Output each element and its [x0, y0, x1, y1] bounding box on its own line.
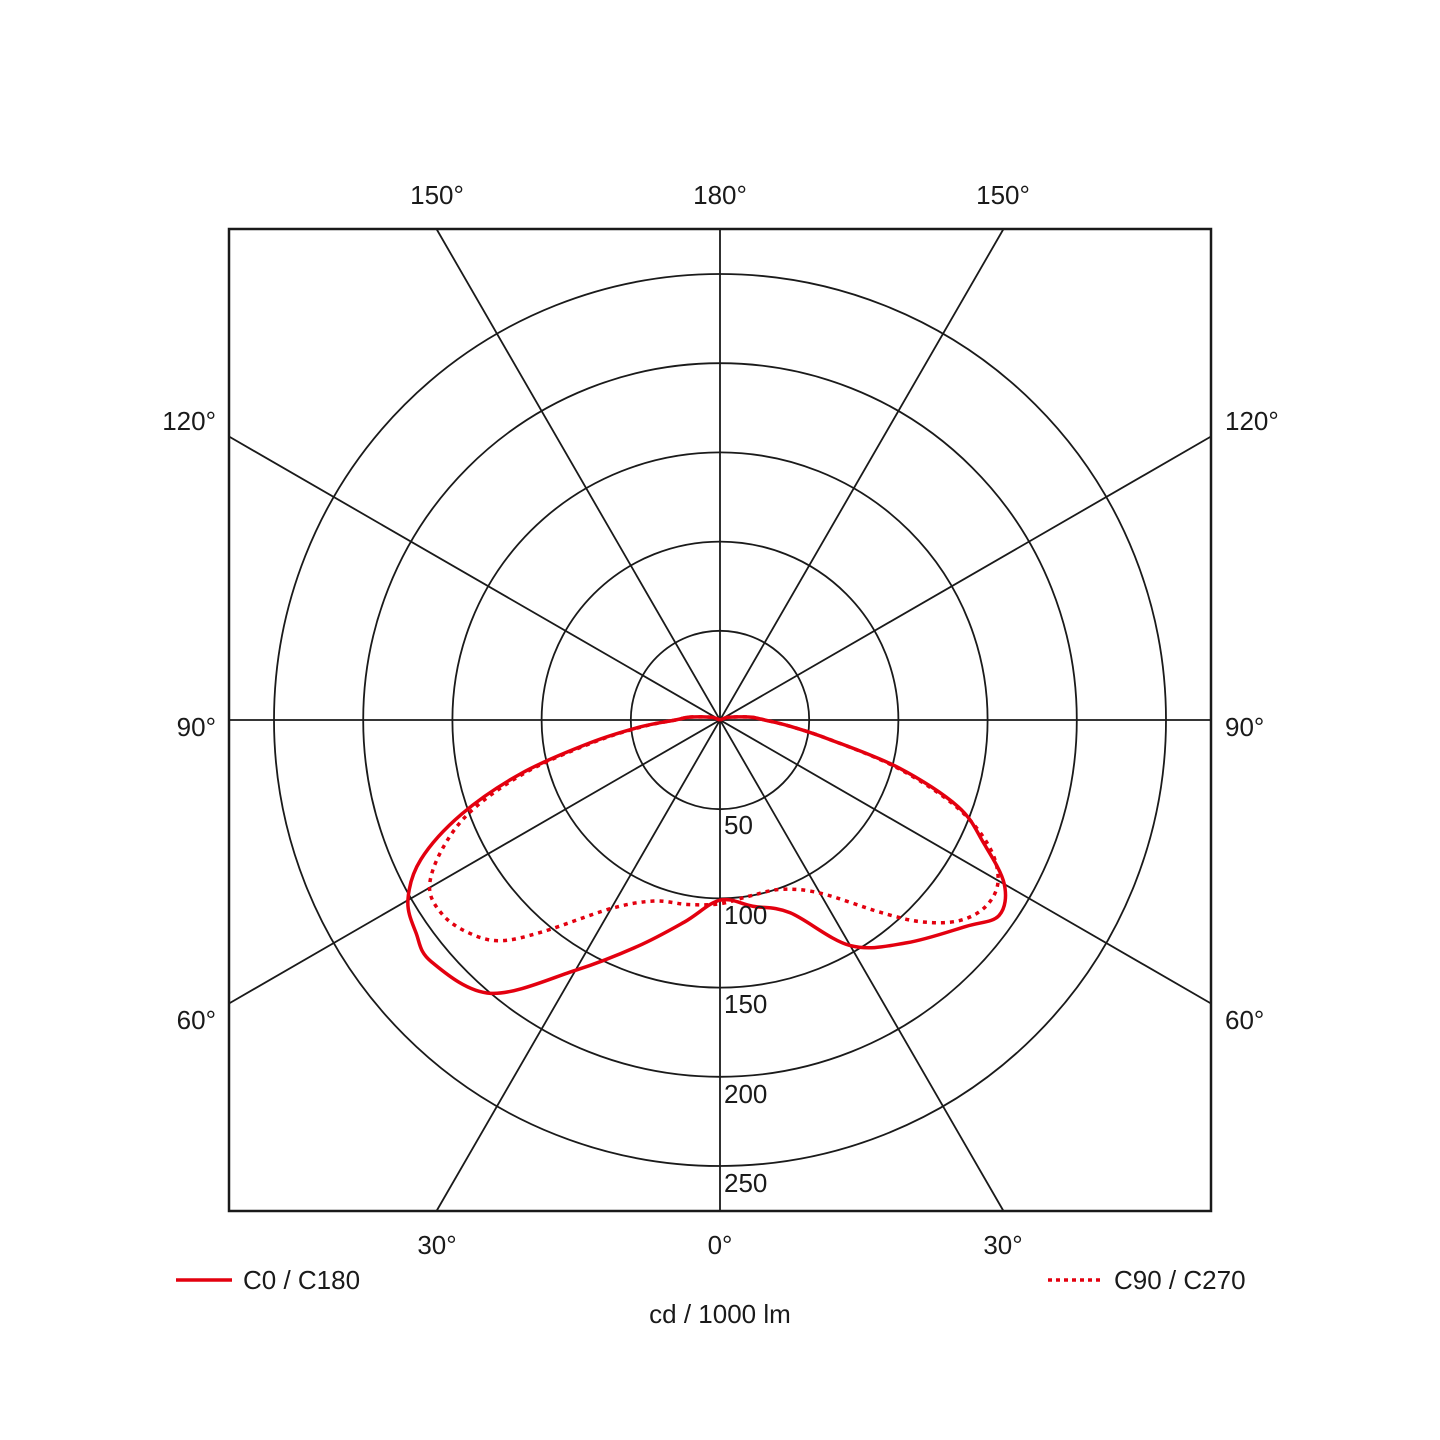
radial-tick-label: 50	[724, 810, 753, 840]
intensity-curves	[406, 715, 1008, 996]
legend-label-c0-c180: C0 / C180	[243, 1265, 360, 1295]
angle-label-left-60: 60°	[177, 1005, 216, 1035]
angle-label-top-right: 150°	[976, 180, 1030, 210]
radial-tick-label: 100	[724, 900, 767, 930]
angle-label-right-60: 60°	[1225, 1005, 1264, 1035]
radial-tick-label: 250	[724, 1168, 767, 1198]
angle-label-right-90: 90°	[1225, 712, 1264, 742]
unit-label: cd / 1000 lm	[649, 1299, 791, 1329]
angle-label-bottom-left: 30°	[417, 1230, 456, 1260]
angle-label-left-90: 90°	[177, 712, 216, 742]
radial-tick-label: 200	[724, 1079, 767, 1109]
legend-label-c90-c270: C90 / C270	[1114, 1265, 1246, 1295]
series-curve-c90-c270	[427, 715, 1000, 943]
angle-label-left-120: 120°	[162, 406, 216, 436]
angle-label-top-center: 180°	[693, 180, 747, 210]
labels: 150° 180° 150° 120° 90° 60° 120° 90° 60°…	[162, 180, 1279, 1329]
angle-label-top-left: 150°	[410, 180, 464, 210]
plot-frame	[227, 227, 1213, 1213]
radial-tick-label: 150	[724, 989, 767, 1019]
series-curve-c0-c180	[406, 715, 1008, 996]
angle-label-bottom-center: 0°	[708, 1230, 733, 1260]
angle-label-bottom-right: 30°	[983, 1230, 1022, 1260]
angle-label-right-120: 120°	[1225, 406, 1279, 436]
